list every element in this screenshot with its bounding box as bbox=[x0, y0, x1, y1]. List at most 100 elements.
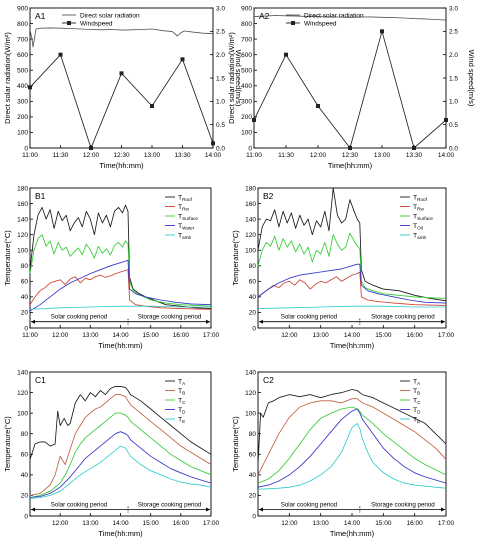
chart-c2: 12:00 13:00 14:00 15:00 16:00 17:00 0 20 40 60 80 1… bbox=[231, 369, 455, 538]
legend-entry: TRw bbox=[178, 204, 189, 212]
x-tick-label: 14:00 bbox=[205, 152, 222, 159]
y-tick-label: 20 bbox=[21, 493, 29, 500]
y2-tick-label: 1.0 bbox=[449, 99, 458, 106]
series-line-t-a bbox=[29, 385, 212, 460]
x-tick-label: 17:00 bbox=[438, 332, 455, 339]
x-axis-label: Time(hh:mm) bbox=[98, 529, 143, 538]
data-point bbox=[348, 146, 352, 150]
y2-tick-label: 2.0 bbox=[216, 52, 225, 59]
y-tick-label: 200 bbox=[17, 114, 28, 121]
y-tick-label: 140 bbox=[245, 369, 256, 376]
period-arrow-head bbox=[259, 319, 263, 324]
y-tick-label: 600 bbox=[17, 52, 28, 59]
y-tick-label: 0 bbox=[24, 513, 28, 520]
y-tick-label: 60 bbox=[249, 452, 257, 459]
y-tick-label: 100 bbox=[17, 410, 28, 417]
series-line-t-e bbox=[29, 445, 212, 499]
data-point bbox=[58, 52, 63, 57]
panel-label: C2 bbox=[263, 375, 274, 385]
data-point bbox=[316, 104, 320, 108]
y-tick-label: 120 bbox=[245, 232, 256, 239]
y-tick-label: 0 bbox=[252, 513, 256, 520]
y-tick-label: 20 bbox=[249, 310, 257, 317]
x-tick-label: 13:00 bbox=[82, 520, 99, 527]
panel-label: B2 bbox=[263, 191, 274, 201]
series-line-t-d bbox=[29, 431, 212, 498]
series-line-windspeed bbox=[253, 30, 447, 149]
data-point bbox=[180, 57, 185, 62]
y-axis-label: Direct solar radiation(W/m²) bbox=[227, 32, 236, 124]
period-label-solar: Solar cooking period bbox=[281, 502, 338, 509]
y-tick-label: 60 bbox=[21, 279, 29, 286]
period-arrow-head bbox=[441, 507, 445, 512]
legend-entry: TE bbox=[413, 417, 420, 425]
x-tick-label: 11:30 bbox=[278, 152, 294, 159]
y-tick-label: 120 bbox=[17, 232, 28, 239]
x-tick-label: 17:00 bbox=[203, 520, 220, 527]
y-tick-label: 160 bbox=[17, 201, 28, 208]
y-tick-label: 140 bbox=[245, 216, 256, 223]
chart-a1: 11:00 11:30 12:00 12:30 13:00 13:30 14:00 0 100 2… bbox=[3, 5, 243, 170]
y-tick-label: 300 bbox=[241, 99, 252, 106]
data-point bbox=[284, 52, 288, 57]
period-arrow-head bbox=[441, 319, 445, 324]
y-axis-label: Temperature(°C) bbox=[231, 230, 240, 286]
series-line-t-rw bbox=[257, 271, 447, 306]
x-axis-label: Time(hh:mm) bbox=[98, 341, 143, 350]
series-line-t-roof bbox=[257, 187, 447, 302]
y-tick-label: 60 bbox=[21, 452, 29, 459]
y-tick-label: 120 bbox=[245, 390, 256, 397]
x-tick-label: 14:00 bbox=[344, 332, 361, 339]
plot-frame bbox=[253, 7, 447, 149]
y2-tick-label: 3.0 bbox=[449, 5, 458, 12]
y-tick-label: 40 bbox=[21, 294, 29, 301]
y2-axis-label: Wind speed(m/s) bbox=[234, 50, 243, 107]
y-tick-label: 800 bbox=[17, 21, 28, 28]
y-tick-label: 180 bbox=[245, 185, 256, 192]
legend-entry: Direct solar radiation bbox=[80, 12, 140, 19]
y-tick-label: 40 bbox=[249, 294, 257, 301]
x-tick-label: 12:30 bbox=[113, 152, 130, 159]
x-tick-label: 11:00 bbox=[22, 152, 38, 159]
data-point bbox=[28, 85, 32, 90]
x-tick-label: 13:00 bbox=[82, 332, 99, 339]
y-tick-label: 40 bbox=[21, 472, 29, 479]
x-tick-label: 12:00 bbox=[281, 520, 298, 527]
period-label-solar: Solar cooking period bbox=[51, 502, 108, 509]
series-line-t-water bbox=[29, 259, 212, 312]
series-line-direct-solar-radiation bbox=[253, 15, 447, 21]
y-tick-label: 20 bbox=[21, 310, 29, 317]
panel-label: A1 bbox=[35, 11, 46, 21]
y2-tick-label: 2.5 bbox=[216, 29, 225, 36]
legend-entry: Windspeed bbox=[80, 20, 113, 27]
y-tick-label: 0 bbox=[252, 325, 256, 332]
period-label-storage: Storage cooking period bbox=[371, 314, 435, 321]
y-tick-label: 60 bbox=[249, 279, 257, 286]
y-tick-label: 120 bbox=[17, 390, 28, 397]
legend-entry: TOil bbox=[413, 223, 423, 231]
y-tick-label: 0 bbox=[24, 325, 28, 332]
period-label-storage: Storage cooking period bbox=[138, 502, 202, 509]
x-tick-label: 12:00 bbox=[52, 332, 69, 339]
x-tick-label: 15:00 bbox=[375, 520, 392, 527]
chart-a2: 11:00 11:30 12:00 12:30 13:00 13:30 14:00 0 100 2… bbox=[227, 5, 476, 170]
y-tick-label: 700 bbox=[241, 36, 252, 43]
y-tick-label: 500 bbox=[241, 68, 252, 75]
y-tick-label: 400 bbox=[241, 83, 252, 90]
legend-entry: TRoof bbox=[178, 195, 193, 203]
y-tick-label: 500 bbox=[17, 68, 28, 75]
y2-tick-label: 0.5 bbox=[216, 122, 225, 129]
x-tick-label: 15:00 bbox=[143, 332, 160, 339]
period-arrow-head bbox=[31, 319, 35, 324]
y-axis-label: Temperature(°C) bbox=[231, 416, 240, 472]
y-tick-label: 80 bbox=[249, 263, 257, 270]
series-line-windspeed bbox=[29, 54, 214, 149]
data-point bbox=[252, 118, 256, 122]
legend-marker bbox=[67, 21, 71, 25]
y-tick-label: 100 bbox=[245, 248, 256, 255]
x-tick-label: 16:00 bbox=[407, 332, 424, 339]
series-line-t-rw bbox=[29, 269, 212, 310]
series-line-t-roof bbox=[29, 204, 212, 310]
x-tick-label: 13:00 bbox=[144, 152, 161, 159]
legend-entry: TD bbox=[413, 407, 421, 415]
